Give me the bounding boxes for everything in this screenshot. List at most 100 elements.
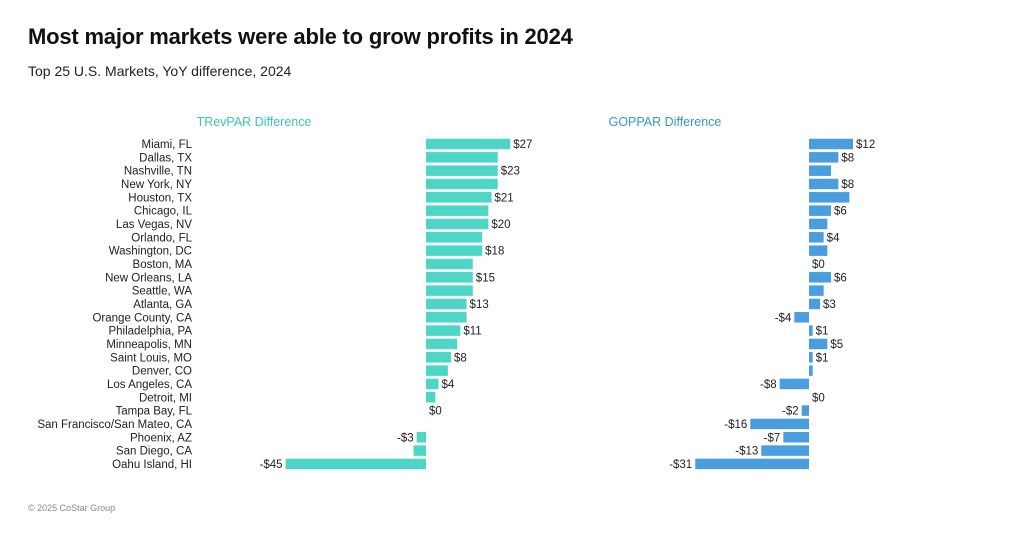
data-label: -$45 [260, 459, 283, 471]
data-label: $15 [476, 272, 495, 284]
category-label: Detroit, MI [139, 392, 192, 404]
data-label: $23 [501, 166, 520, 178]
bar [426, 298, 467, 310]
bar [809, 192, 850, 203]
series-title: TRevPAR Difference [197, 115, 312, 129]
bar [695, 458, 809, 470]
data-label: $18 [485, 246, 504, 258]
category-label: Atlanta, GA [133, 299, 192, 311]
data-label: $4 [827, 232, 840, 244]
data-label: $20 [491, 219, 510, 231]
bar [426, 178, 498, 190]
bar [426, 245, 483, 256]
data-label: $8 [841, 152, 854, 164]
bar [809, 218, 828, 230]
bar [426, 205, 489, 216]
category-label: San Francisco/San Mateo, CA [37, 419, 192, 431]
data-label: $13 [470, 299, 489, 311]
data-label: $11 [463, 326, 481, 338]
category-label: Orange County, CA [92, 312, 192, 324]
data-label: $1 [816, 326, 829, 338]
bar [426, 365, 448, 376]
bar [426, 218, 489, 230]
category-label: Los Angeles, CA [107, 379, 192, 391]
data-label: -$8 [760, 379, 777, 391]
bar [809, 298, 821, 310]
data-label: $0 [812, 392, 825, 404]
category-label: Dallas, TX [139, 152, 192, 164]
category-label: Washington, DC [109, 246, 192, 258]
data-label: -$4 [775, 312, 792, 324]
data-label: $0 [812, 259, 825, 271]
copyright-footer: © 2025 CoStar Group [28, 503, 116, 513]
bar [426, 138, 511, 150]
bar [416, 432, 426, 443]
bar [809, 178, 839, 190]
bar [426, 352, 451, 363]
data-label: -$31 [669, 459, 692, 471]
bar [761, 445, 809, 456]
category-label: New Orleans, LA [105, 272, 192, 284]
category-label: Minneapolis, MN [106, 339, 192, 351]
bar [426, 192, 492, 203]
bar [809, 285, 824, 296]
data-label: $27 [513, 139, 532, 151]
bar [809, 205, 832, 216]
bar [809, 365, 813, 376]
category-label: Miami, FL [142, 139, 193, 151]
category-label: Chicago, IL [134, 206, 193, 218]
bar [426, 272, 473, 283]
category-label: Orlando, FL [131, 232, 192, 244]
data-label: -$7 [764, 432, 781, 444]
series-title: GOPPAR Difference [609, 115, 722, 129]
bar [426, 258, 473, 270]
bar [809, 325, 813, 336]
data-label: -$2 [782, 406, 799, 418]
bar [426, 312, 467, 323]
category-label: Denver, CO [132, 366, 192, 378]
bar [426, 392, 436, 403]
data-label: $8 [841, 179, 854, 191]
bar [809, 245, 828, 256]
category-label: Nashville, TN [124, 166, 192, 178]
data-label: $0 [429, 406, 442, 418]
bar [426, 165, 498, 176]
category-label: Oahu Island, HI [112, 459, 192, 471]
chart-subtitle: Top 25 U.S. Markets, YoY difference, 202… [28, 63, 292, 79]
data-label: $6 [834, 272, 847, 284]
bar [779, 378, 809, 390]
category-label: Boston, MA [133, 259, 193, 271]
category-label: Saint Louis, MO [110, 352, 192, 364]
bar [809, 352, 813, 363]
data-label: $12 [856, 139, 875, 151]
bar [794, 312, 809, 323]
data-label: -$13 [735, 446, 758, 458]
bar [285, 458, 426, 470]
data-label: $8 [454, 352, 467, 364]
bar [801, 405, 809, 416]
data-label: $21 [495, 192, 514, 204]
data-label: -$16 [724, 419, 747, 431]
category-label: Seattle, WA [132, 286, 193, 298]
category-label: Houston, TX [128, 192, 192, 204]
category-label: New York, NY [121, 179, 192, 191]
bar [426, 338, 458, 350]
data-label: $4 [441, 379, 454, 391]
bar [809, 272, 832, 283]
bar [809, 138, 854, 150]
bar [426, 285, 473, 296]
data-label: $5 [830, 339, 843, 351]
bar [809, 165, 832, 176]
chart-title: Most major markets were able to grow pro… [28, 24, 573, 49]
bar [413, 445, 426, 456]
data-label: $3 [823, 299, 836, 311]
category-label: Philadelphia, PA [108, 326, 192, 338]
bar [426, 325, 461, 336]
bar [809, 232, 824, 243]
bar [783, 432, 809, 443]
bar [426, 378, 439, 390]
category-label: Phoenix, AZ [130, 432, 192, 444]
category-label: Tampa Bay, FL [116, 406, 193, 418]
category-label: Las Vegas, NV [116, 219, 192, 231]
